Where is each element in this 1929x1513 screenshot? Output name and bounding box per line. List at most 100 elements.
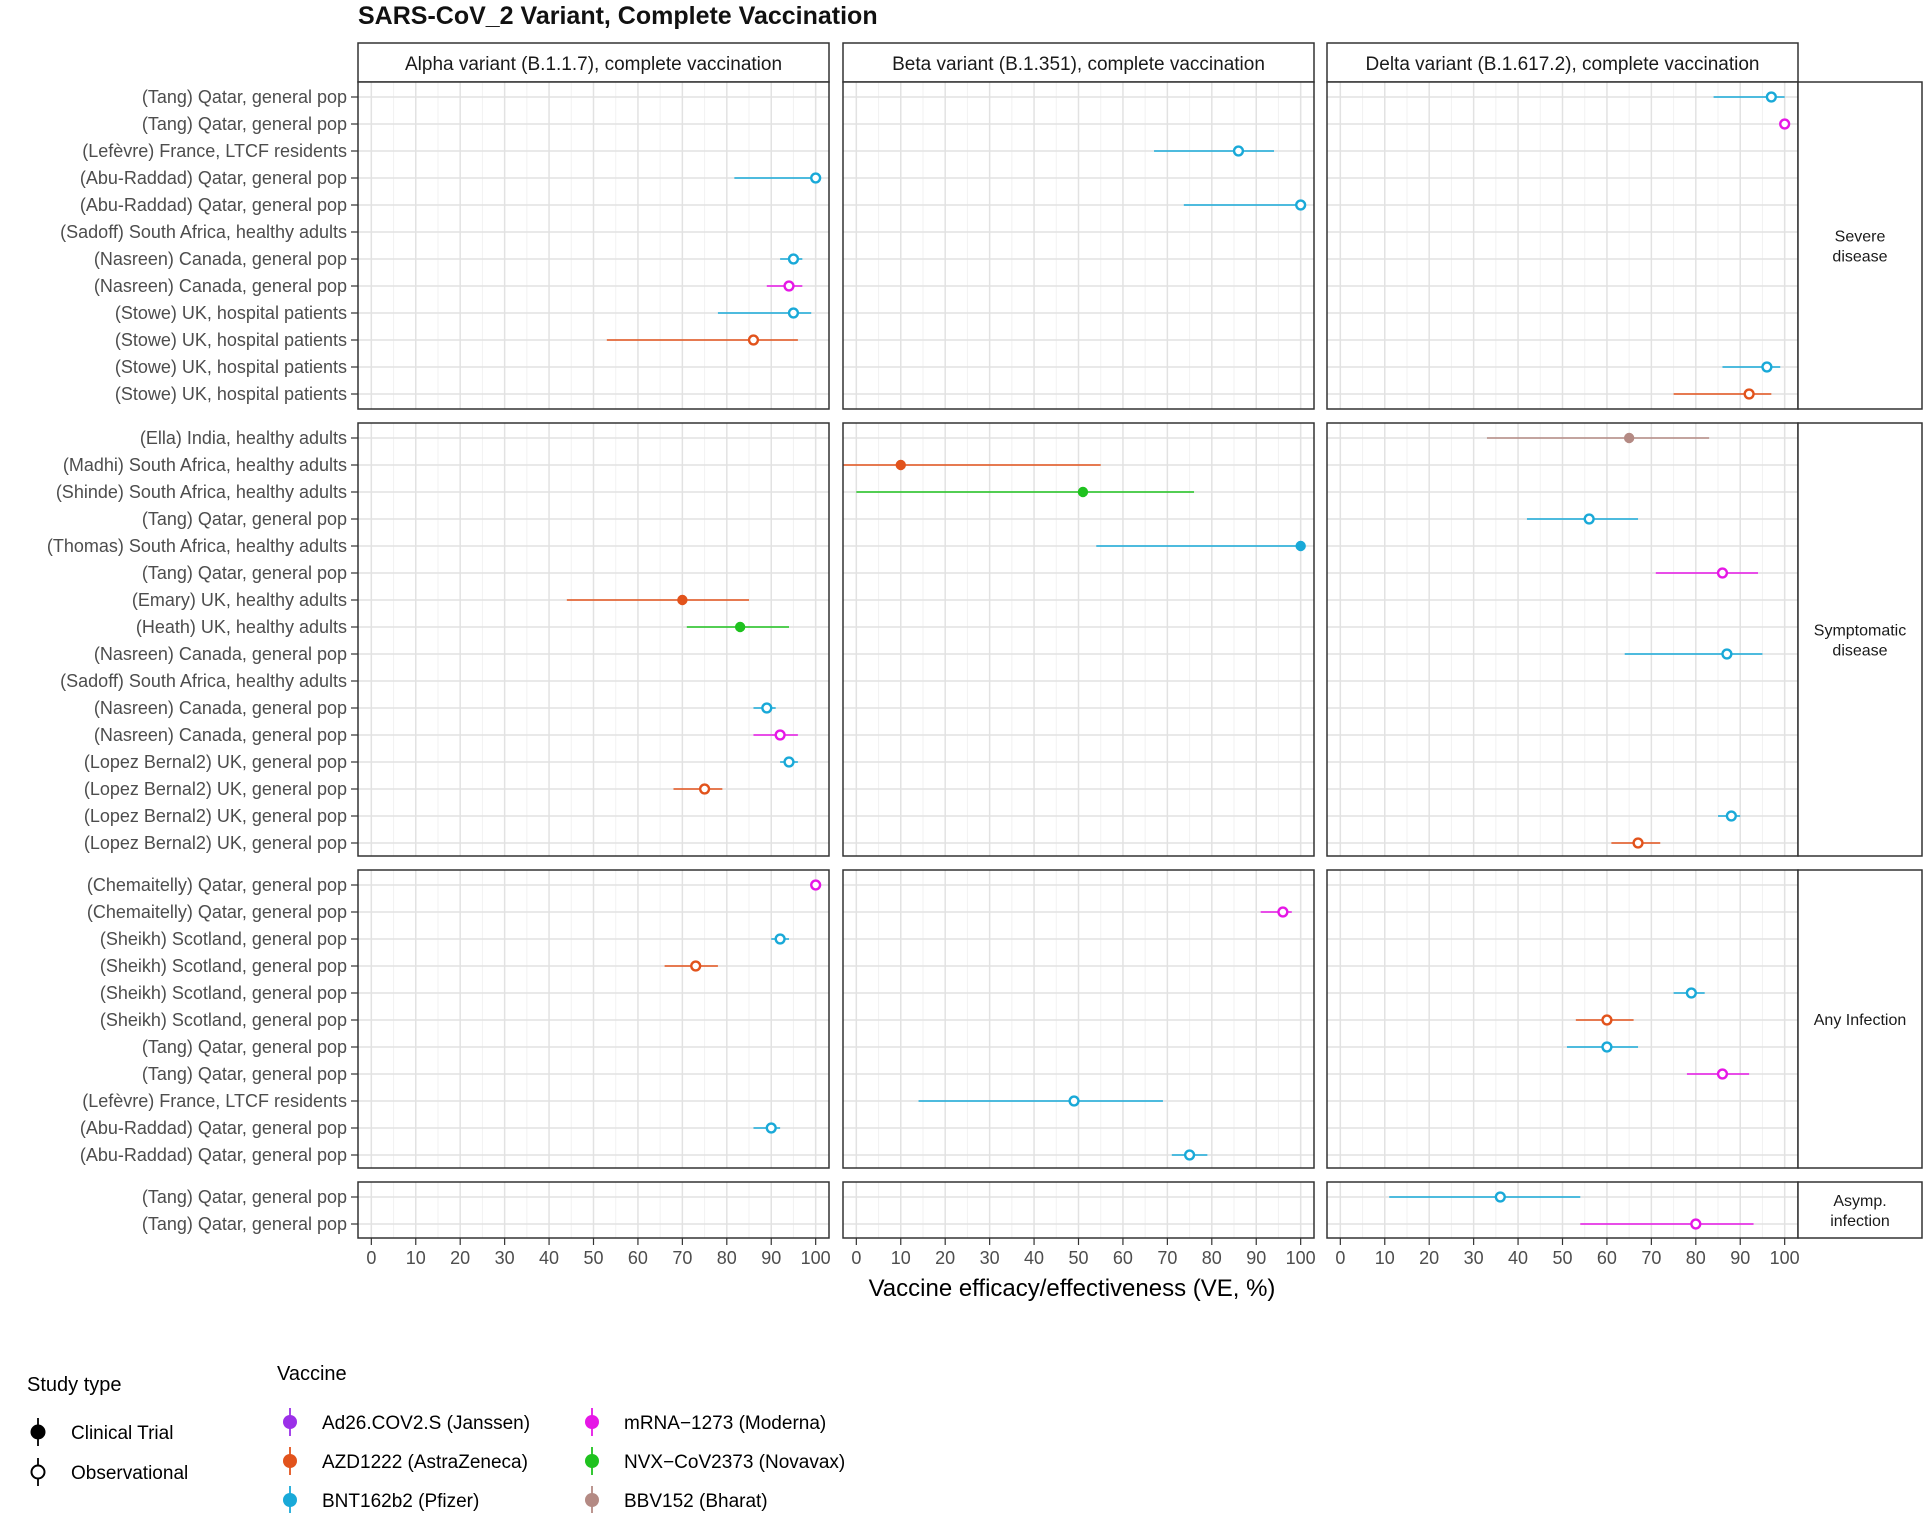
- x-tick-label: 100: [1286, 1248, 1316, 1268]
- point-estimate: [761, 702, 773, 714]
- x-tick-label: 60: [1597, 1248, 1617, 1268]
- point-estimate: [1690, 1218, 1702, 1230]
- column-strip-label: Beta variant (B.1.351), complete vaccina…: [892, 54, 1265, 75]
- panel-border: [842, 869, 1315, 1169]
- point-estimate: [810, 172, 822, 184]
- legend-label: mRNA−1273 (Moderna): [624, 1413, 826, 1434]
- study-label: (Stowe) UK, hospital patients: [115, 384, 347, 404]
- point-estimate: [1183, 1149, 1196, 1161]
- x-tick-label: 50: [1552, 1248, 1572, 1268]
- study-label: (Lopez Bernal2) UK, general pop: [84, 752, 347, 772]
- panel-border: [357, 869, 830, 1169]
- point-estimate: [774, 729, 786, 741]
- point-estimate: [677, 594, 688, 606]
- x-tick-label: 0: [1335, 1248, 1345, 1268]
- panel: [842, 81, 1315, 410]
- legend-key-point: [283, 1415, 297, 1429]
- legend-label: Observational: [71, 1463, 188, 1484]
- legend-key-point: [585, 1454, 599, 1468]
- legend: Study type Clinical Trial Observational Vac…: [27, 1363, 845, 1513]
- row-strip: [1797, 869, 1923, 1169]
- column-strip: [357, 42, 830, 83]
- panel: [357, 1181, 830, 1239]
- point-estimate: [1077, 486, 1089, 498]
- point-estimate: [1779, 118, 1791, 130]
- row-strip: [1797, 1181, 1923, 1239]
- row-strip-label: Severe disease: [1832, 229, 1887, 266]
- study-label: (Nasreen) Canada, general pop: [94, 644, 347, 664]
- panels: Alpha variant (B.1.1.7), complete vaccin…: [47, 42, 1923, 1239]
- x-tick-label: 10: [891, 1248, 911, 1268]
- x-tick-label: 30: [495, 1248, 515, 1268]
- point-estimate: [1743, 388, 1755, 400]
- study-label: (Sadoff) South Africa, healthy adults: [60, 671, 347, 691]
- row-strip: [1797, 81, 1923, 410]
- column-strip: [1326, 42, 1799, 83]
- row-strip-label: Any Infection: [1814, 1012, 1907, 1029]
- panel: [357, 869, 830, 1169]
- legend-key-point: [283, 1493, 297, 1507]
- legend-label: BNT162b2 (Pfizer): [322, 1491, 479, 1512]
- panel: [357, 81, 830, 410]
- panel: [1326, 81, 1799, 410]
- point-estimate: [1765, 91, 1777, 103]
- x-tick-label: 20: [1419, 1248, 1439, 1268]
- point-estimate: [1295, 199, 1307, 211]
- point-estimate: [1632, 837, 1644, 849]
- point-estimate: [1295, 540, 1306, 552]
- point-estimate: [1623, 432, 1635, 444]
- x-tick-label: 60: [628, 1248, 648, 1268]
- point-estimate: [1277, 906, 1289, 918]
- study-label: (Nasreen) Canada, general pop: [94, 698, 347, 718]
- point-estimate: [1601, 1041, 1613, 1053]
- point-estimate: [895, 459, 906, 471]
- x-tick-label: 0: [851, 1248, 861, 1268]
- column-strip: [842, 42, 1315, 83]
- study-label: (Stowe) UK, hospital patients: [115, 303, 347, 323]
- row-strip-label: Symptomatic disease: [1814, 623, 1906, 660]
- x-tick-label: 90: [1730, 1248, 1750, 1268]
- panel-border: [842, 81, 1315, 410]
- panel: [1326, 1181, 1799, 1239]
- study-label: (Tang) Qatar, general pop: [142, 1064, 347, 1084]
- x-tick-label: 40: [539, 1248, 559, 1268]
- point-estimate: [1232, 145, 1245, 157]
- point-estimate: [1601, 1014, 1613, 1026]
- panel: [1326, 422, 1799, 857]
- point-estimate: [1725, 810, 1737, 822]
- study-label: (Sheikh) Scotland, general pop: [100, 929, 347, 949]
- panel-border: [357, 81, 830, 410]
- legend-key-point: [585, 1493, 599, 1507]
- study-label: (Stowe) UK, hospital patients: [115, 357, 347, 377]
- point-estimate: [1068, 1095, 1080, 1107]
- point-estimate: [1716, 567, 1729, 579]
- panel-border: [842, 422, 1315, 857]
- study-label: (Nasreen) Canada, general pop: [94, 276, 347, 296]
- study-label: (Lefèvre) France, LTCF residents: [82, 141, 347, 161]
- study-label: (Thomas) South Africa, healthy adults: [47, 536, 347, 556]
- legend-label: AZD1222 (AstraZeneca): [322, 1452, 528, 1473]
- x-tick-label: 30: [980, 1248, 1000, 1268]
- x-tick-label: 30: [1464, 1248, 1484, 1268]
- x-tick-label: 10: [1375, 1248, 1395, 1268]
- legend-key-point: [30, 1464, 46, 1480]
- legend-label: NVX−CoV2373 (Novavax): [624, 1452, 845, 1473]
- panel: [1326, 869, 1799, 1169]
- point-estimate: [783, 756, 795, 768]
- x-tick-label: 60: [1113, 1248, 1133, 1268]
- study-label: (Lopez Bernal2) UK, general pop: [84, 779, 347, 799]
- panel: [842, 422, 1315, 857]
- legend-key-point: [30, 1424, 46, 1440]
- study-label: (Tang) Qatar, general pop: [142, 1037, 347, 1057]
- point-estimate: [787, 307, 800, 319]
- study-label: (Sheikh) Scotland, general pop: [100, 983, 347, 1003]
- study-label: (Shinde) South Africa, healthy adults: [56, 482, 347, 502]
- legend-key-point: [585, 1415, 599, 1429]
- panel-border: [357, 422, 830, 857]
- point-estimate: [690, 960, 702, 972]
- panel: [357, 422, 830, 857]
- study-label: (Tang) Qatar, general pop: [142, 563, 347, 583]
- study-label: (Tang) Qatar, general pop: [142, 1214, 347, 1234]
- study-label: (Lefèvre) France, LTCF residents: [82, 1091, 347, 1111]
